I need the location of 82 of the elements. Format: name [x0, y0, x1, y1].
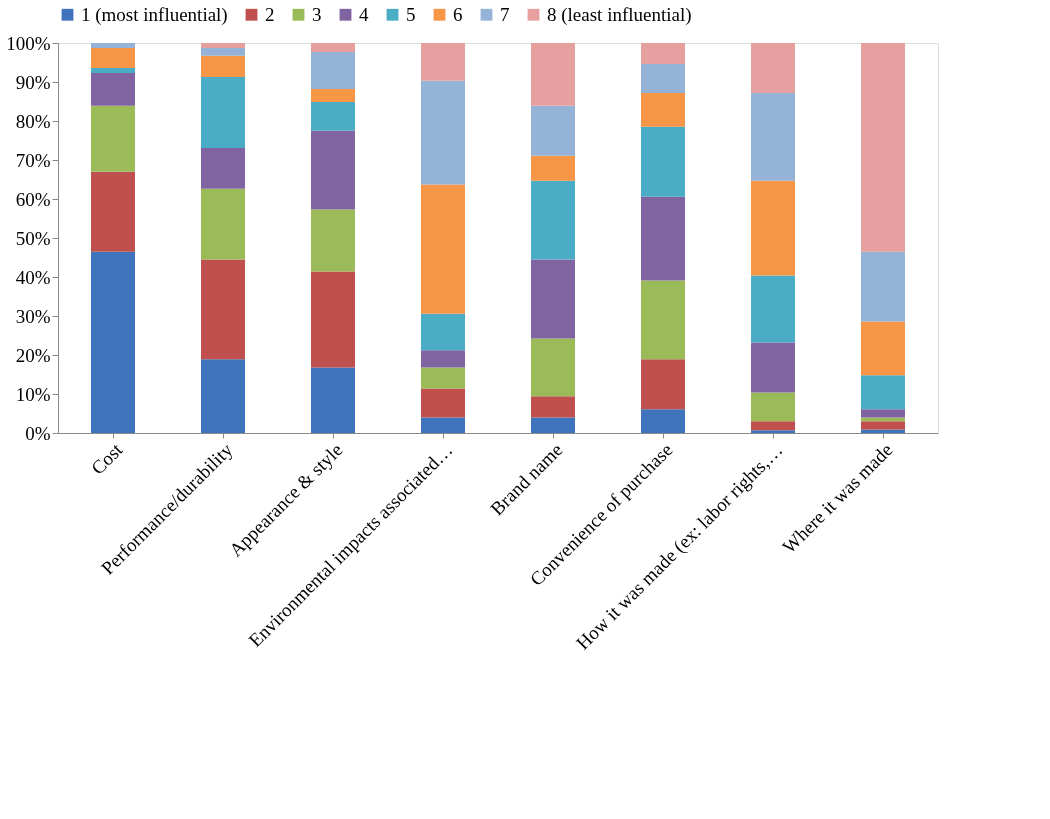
bar — [311, 271, 355, 368]
bar — [861, 43, 905, 252]
bar — [421, 388, 465, 418]
bar — [751, 275, 795, 343]
bar — [641, 196, 685, 281]
bar — [91, 43, 135, 49]
y-tick-label: 70% — [15, 149, 51, 171]
bar — [311, 101, 355, 131]
bar — [91, 171, 135, 252]
bar — [91, 73, 135, 106]
legend-label: 7 — [500, 3, 510, 25]
bar — [311, 367, 355, 433]
y-tick-label: 0% — [25, 422, 51, 444]
legend-label: 3 — [312, 3, 322, 25]
y-tick-label: 40% — [15, 266, 51, 288]
bar — [421, 43, 465, 81]
bar — [641, 64, 685, 93]
y-tick-label: 10% — [15, 383, 51, 405]
y-tick-label: 60% — [15, 188, 51, 210]
bar — [421, 80, 465, 185]
legend-label: 8 (least influential) — [547, 3, 692, 26]
bar — [311, 89, 355, 102]
legend-label: 1 (most influential) — [81, 3, 228, 26]
y-tick-label: 20% — [15, 344, 51, 366]
y-tick-label: 80% — [15, 110, 51, 132]
bar — [641, 92, 685, 127]
bar — [861, 421, 905, 430]
bar — [751, 430, 795, 433]
legend-label: 2 — [265, 3, 275, 25]
legend-label: 5 — [406, 3, 416, 25]
bar — [421, 367, 465, 389]
bar — [91, 67, 135, 74]
bar — [531, 259, 575, 339]
bar — [751, 43, 795, 93]
bar — [91, 105, 135, 172]
bar — [201, 76, 245, 148]
bar — [421, 184, 465, 314]
bar — [421, 350, 465, 368]
bar — [641, 359, 685, 410]
legend-label: 6 — [453, 3, 463, 25]
y-tick-label: 100% — [6, 32, 51, 54]
y-tick-label: 50% — [15, 227, 51, 249]
bar — [531, 155, 575, 181]
bar — [201, 188, 245, 260]
bar — [861, 251, 905, 322]
bar — [201, 55, 245, 77]
y-tick-label: 30% — [15, 305, 51, 327]
bar — [201, 48, 245, 56]
bar — [861, 375, 905, 410]
bar — [531, 180, 575, 260]
bar — [531, 105, 575, 156]
bar — [311, 130, 355, 210]
bar — [421, 313, 465, 351]
bar — [531, 338, 575, 397]
bar — [531, 43, 575, 106]
bar — [641, 409, 685, 433]
bar — [311, 51, 355, 90]
bar — [751, 342, 795, 393]
bar — [861, 417, 905, 422]
bar — [641, 43, 685, 65]
bar — [641, 126, 685, 197]
bar — [91, 48, 135, 68]
bar — [311, 209, 355, 272]
bar — [91, 251, 135, 433]
bar — [201, 359, 245, 433]
bar — [861, 429, 905, 433]
bar — [201, 259, 245, 360]
bar — [751, 92, 795, 181]
bar — [861, 321, 905, 376]
bar — [311, 43, 355, 52]
legend-label: 4 — [359, 3, 369, 25]
bar — [861, 409, 905, 418]
y-tick-label: 90% — [15, 71, 51, 93]
bar — [531, 396, 575, 418]
bar — [751, 421, 795, 431]
bar — [751, 392, 795, 422]
bar — [421, 417, 465, 433]
bar — [531, 417, 575, 433]
bar — [641, 280, 685, 360]
bar — [201, 147, 245, 189]
bar — [201, 43, 245, 49]
bar — [751, 180, 795, 276]
